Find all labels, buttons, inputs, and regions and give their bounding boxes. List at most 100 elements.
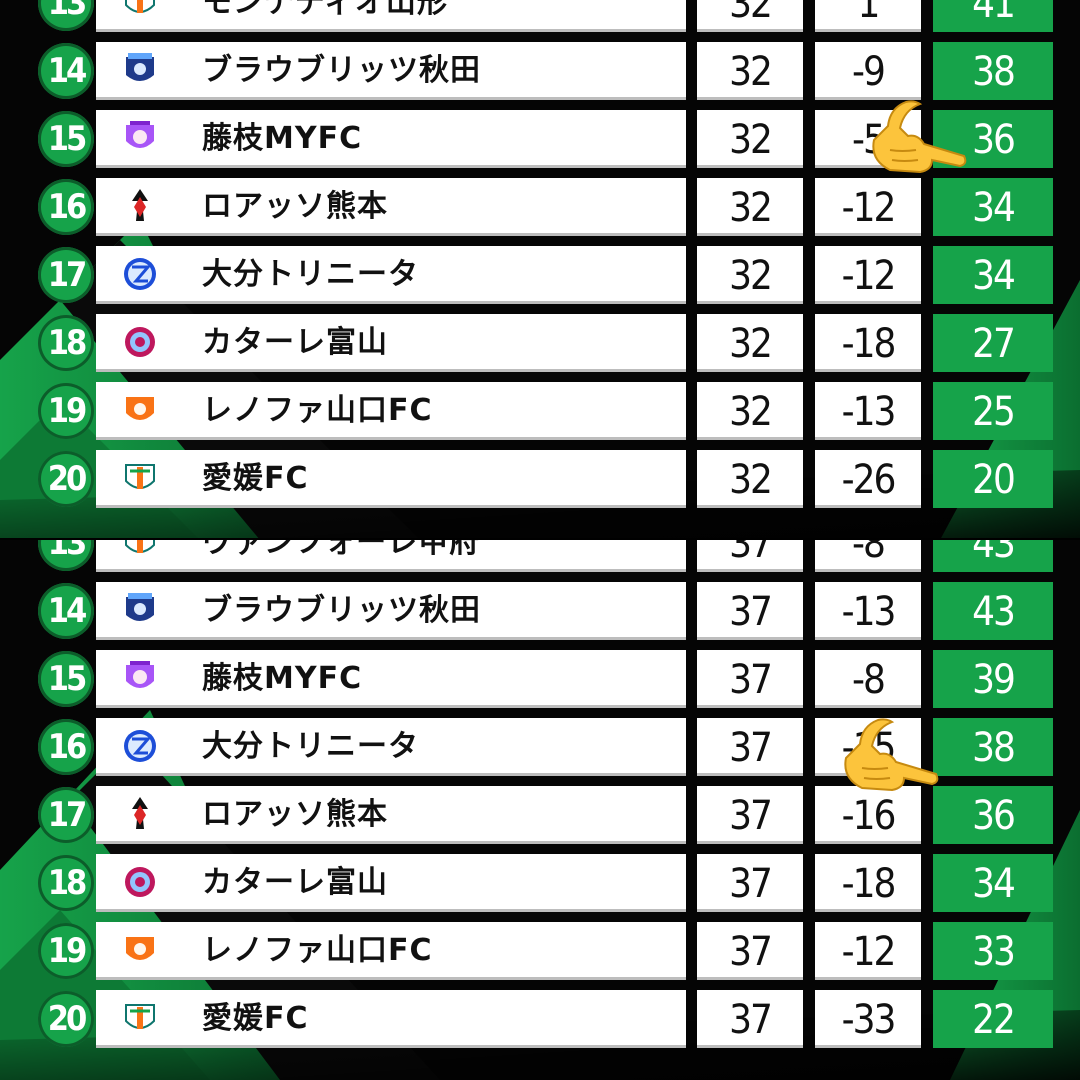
- team-cell: 藤枝MYFC: [96, 650, 686, 708]
- played-cell: 32: [697, 246, 803, 304]
- toyama-crest-icon: [125, 867, 155, 897]
- played-cell: 32: [697, 0, 803, 32]
- goal-diff-cell: -13: [815, 382, 921, 440]
- standings-panel-top: 13 モンテディオ山形 32 1 41 14 ブラウブリッツ秋田 32 -9 38 15 藤枝MYFC…: [0, 0, 1080, 540]
- akita-crest-icon: [126, 53, 154, 81]
- team-name: ロアッソ熊本: [202, 797, 388, 832]
- pointing-hand-icon: [872, 100, 967, 174]
- team-cell: ロアッソ熊本: [96, 786, 686, 844]
- table-row-partial: 13 ヴァンフォーレ甲府 37 -8 43: [0, 540, 1080, 572]
- table-row: 14 ブラウブリッツ秋田 32 -9 38: [0, 42, 1080, 100]
- oita-crest-icon: [124, 730, 156, 762]
- table-row: 19 レノファ山口FC 37 -12 33: [0, 922, 1080, 980]
- team-name: 藤枝MYFC: [202, 121, 363, 156]
- team-cell: ブラウブリッツ秋田: [96, 582, 686, 640]
- table-row: 15 藤枝MYFC 37 -8 39: [0, 650, 1080, 708]
- played-cell: 37: [697, 650, 803, 708]
- table-row: 16 ロアッソ熊本 32 -12 34: [0, 178, 1080, 236]
- table-row: 18 カターレ富山 32 -18 27: [0, 314, 1080, 372]
- points-cell: 43: [933, 582, 1053, 640]
- points-cell: 43: [933, 540, 1053, 572]
- rank-badge: 15: [38, 651, 94, 707]
- rank-badge: 18: [38, 315, 94, 371]
- partial-crest-icon: [125, 0, 155, 13]
- team-cell: 大分トリニータ: [96, 246, 686, 304]
- played-cell: 32: [697, 314, 803, 372]
- rank-badge: 19: [38, 923, 94, 979]
- pointing-hand-icon: [844, 718, 939, 792]
- played-cell: 32: [697, 382, 803, 440]
- points-cell: 38: [933, 42, 1053, 100]
- oita-crest-icon: [124, 258, 156, 290]
- rank-badge: 16: [38, 179, 94, 235]
- points-cell: 22: [933, 990, 1053, 1048]
- rank-badge: 18: [38, 855, 94, 911]
- goal-diff-cell: -16: [815, 786, 921, 844]
- goal-diff-cell: -8: [815, 650, 921, 708]
- team-cell: ロアッソ熊本: [96, 178, 686, 236]
- played-cell: 37: [697, 990, 803, 1048]
- rank-badge: 13: [38, 540, 94, 571]
- table-row: 20 愛媛FC 37 -33 22: [0, 990, 1080, 1048]
- team-cell: レノファ山口FC: [96, 382, 686, 440]
- rank-badge: 14: [38, 583, 94, 639]
- table-row: 17 大分トリニータ 32 -12 34: [0, 246, 1080, 304]
- yamaguchi-crest-icon: [126, 397, 154, 420]
- kumamoto-crest-icon: [132, 189, 148, 221]
- team-name: 大分トリニータ: [202, 729, 419, 764]
- played-cell: 37: [697, 854, 803, 912]
- points-cell: 34: [933, 246, 1053, 304]
- rank-badge: 17: [38, 247, 94, 303]
- team-name: ヴァンフォーレ甲府: [202, 540, 481, 560]
- rank-badge: 14: [38, 43, 94, 99]
- rank-badge: 17: [38, 787, 94, 843]
- played-cell: 32: [697, 42, 803, 100]
- toyama-crest-icon: [125, 327, 155, 357]
- akita-crest-icon: [126, 593, 154, 621]
- goal-diff-cell: -33: [815, 990, 921, 1048]
- table-row: 19 レノファ山口FC 32 -13 25: [0, 382, 1080, 440]
- team-cell: 大分トリニータ: [96, 718, 686, 776]
- table-row: 15 藤枝MYFC 32 -5 36: [0, 110, 1080, 168]
- team-name: 藤枝MYFC: [202, 661, 363, 696]
- team-cell: 愛媛FC: [96, 450, 686, 508]
- team-name: ブラウブリッツ秋田: [202, 593, 481, 628]
- goal-diff-cell: -12: [815, 178, 921, 236]
- team-name: 愛媛FC: [202, 461, 309, 496]
- goal-diff-cell: -12: [815, 922, 921, 980]
- team-name: 愛媛FC: [202, 1001, 309, 1036]
- team-cell: ブラウブリッツ秋田: [96, 42, 686, 100]
- goal-diff-cell: -12: [815, 246, 921, 304]
- table-row: 20 愛媛FC 32 -26 20: [0, 450, 1080, 508]
- kumamoto-crest-icon: [132, 797, 148, 829]
- points-cell: 41: [933, 0, 1053, 32]
- team-cell: 藤枝MYFC: [96, 110, 686, 168]
- goal-diff-cell: -18: [815, 314, 921, 372]
- team-name: ブラウブリッツ秋田: [202, 53, 481, 88]
- goal-diff-cell: -13: [815, 582, 921, 640]
- points-cell: 20: [933, 450, 1053, 508]
- played-cell: 37: [697, 582, 803, 640]
- ehime-crest-icon: [125, 464, 155, 489]
- team-name: レノファ山口FC: [202, 933, 433, 968]
- points-cell: 39: [933, 650, 1053, 708]
- ehime-crest-icon: [125, 1004, 155, 1029]
- team-cell: カターレ富山: [96, 854, 686, 912]
- goal-diff-cell: -8: [815, 540, 921, 572]
- played-cell: 37: [697, 718, 803, 776]
- points-cell: 33: [933, 922, 1053, 980]
- points-cell: 34: [933, 178, 1053, 236]
- rank-badge: 20: [38, 991, 94, 1047]
- rank-badge: 16: [38, 719, 94, 775]
- rank-badge: 13: [38, 0, 94, 31]
- standings-panel-bottom: 13 ヴァンフォーレ甲府 37 -8 43 14 ブラウブリッツ秋田 37 -13 43 15 藤枝M…: [0, 540, 1080, 1080]
- points-cell: 34: [933, 854, 1053, 912]
- team-cell: ヴァンフォーレ甲府: [96, 540, 686, 572]
- goal-diff-cell: -9: [815, 42, 921, 100]
- table-row-partial: 13 モンテディオ山形 32 1 41: [0, 0, 1080, 32]
- rank-badge: 19: [38, 383, 94, 439]
- team-name: 大分トリニータ: [202, 257, 419, 292]
- team-cell: レノファ山口FC: [96, 922, 686, 980]
- table-row: 14 ブラウブリッツ秋田 37 -13 43: [0, 582, 1080, 640]
- team-name: モンテディオ山形: [202, 0, 448, 20]
